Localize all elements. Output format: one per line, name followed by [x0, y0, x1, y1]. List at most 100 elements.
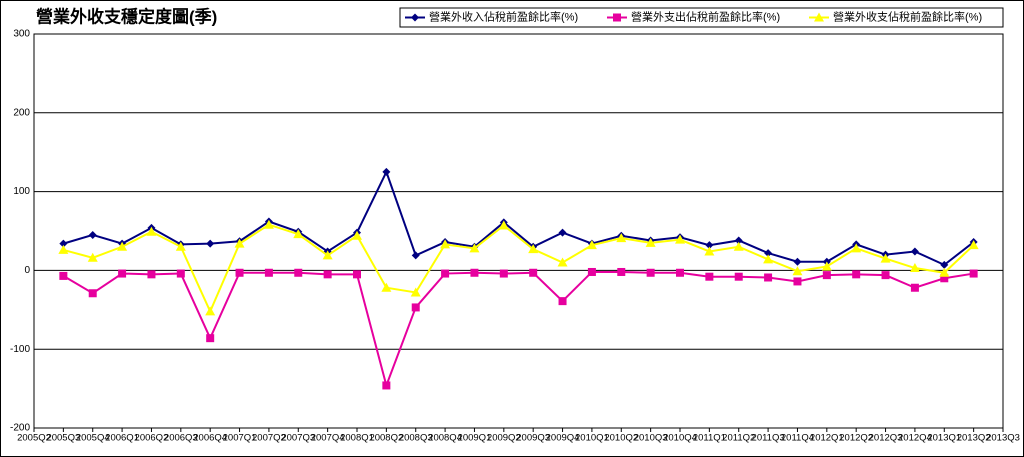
data-point — [59, 239, 68, 248]
data-point — [441, 269, 450, 278]
x-tick-label: 2005Q2 — [17, 433, 51, 444]
legend-marker — [814, 12, 824, 22]
data-point — [705, 272, 714, 281]
x-tick-label: 2006Q3 — [164, 433, 198, 444]
data-point — [705, 241, 714, 250]
chart-title: 營業外收支穩定度圖(季) — [36, 6, 217, 26]
data-point — [764, 273, 773, 282]
x-tick-label: 2009Q1 — [458, 433, 492, 444]
x-tick-label: 2011Q2 — [722, 433, 755, 444]
x-tick-label: 2011Q3 — [752, 433, 785, 444]
x-tick-label: 2007Q4 — [311, 433, 345, 444]
data-point — [206, 334, 215, 343]
data-point — [704, 246, 715, 256]
data-point — [118, 269, 127, 278]
x-tick-label: 2008Q1 — [340, 433, 374, 444]
data-point — [793, 257, 802, 266]
data-point — [88, 289, 97, 298]
x-tick-label: 2012Q2 — [839, 433, 873, 444]
data-point — [88, 230, 97, 239]
x-tick-label: 2006Q1 — [105, 433, 139, 444]
data-point — [940, 260, 949, 269]
data-point — [733, 241, 744, 251]
data-point — [411, 303, 420, 312]
y-tick-label: 300 — [13, 29, 30, 40]
data-point — [939, 267, 950, 277]
data-point — [734, 272, 743, 281]
x-tick-label: 2013Q2 — [957, 433, 991, 444]
data-point — [293, 229, 304, 239]
data-point — [675, 234, 685, 244]
data-point — [586, 240, 597, 250]
x-tick-label: 2010Q3 — [634, 433, 668, 444]
data-point — [558, 228, 567, 237]
x-tick-label: 2010Q1 — [575, 433, 609, 444]
data-point — [353, 270, 361, 279]
data-point — [440, 239, 451, 249]
y-tick-label: 0 — [24, 265, 30, 276]
y-tick-label: -100 — [10, 344, 30, 355]
y-tick-label: 200 — [13, 107, 30, 118]
data-point — [470, 268, 479, 277]
data-point — [617, 267, 626, 276]
data-point — [940, 274, 949, 283]
x-tick-label: 2011Q4 — [781, 433, 814, 444]
data-point — [146, 226, 157, 236]
data-point — [322, 250, 333, 260]
series-line — [62, 270, 974, 389]
legend-label: 營業外收支佔稅前盈餘比率(%) — [833, 9, 982, 23]
data-point — [646, 268, 655, 277]
y-tick-label: 100 — [13, 186, 30, 197]
data-point — [852, 270, 861, 279]
data-point — [205, 306, 216, 316]
x-tick-label: 2009Q3 — [516, 433, 550, 444]
data-point — [764, 249, 773, 258]
data-point — [763, 254, 774, 264]
x-tick-label: 2013Q1 — [927, 433, 961, 444]
data-point — [821, 261, 832, 271]
x-tick-label: 2006Q4 — [193, 433, 227, 444]
data-point — [851, 243, 862, 253]
data-point — [793, 277, 802, 286]
data-point — [881, 271, 890, 280]
legend-label: 營業外支出佔稅前盈餘比率(%) — [631, 9, 780, 23]
data-point — [176, 269, 185, 278]
data-point — [382, 167, 391, 176]
data-point — [910, 283, 919, 292]
legend-marker — [411, 13, 419, 22]
y-tick-label: -200 — [10, 423, 30, 434]
data-point — [381, 282, 392, 292]
x-tick-label: 2007Q2 — [252, 433, 286, 444]
data-point — [969, 269, 978, 278]
data-point — [323, 270, 332, 279]
data-point — [382, 381, 391, 390]
x-tick-label: 2008Q2 — [369, 433, 403, 444]
legend — [399, 7, 1004, 28]
x-tick-label: 2013Q3 — [986, 433, 1020, 444]
data-point — [676, 268, 684, 277]
x-tick-label: 2009Q4 — [546, 433, 580, 444]
data-point — [968, 240, 979, 250]
data-point — [58, 244, 69, 254]
data-point — [528, 244, 539, 254]
x-tick-label: 2012Q4 — [898, 433, 932, 444]
data-point — [499, 269, 508, 278]
legend-label: 營業外收入佔稅前盈餘比率(%) — [429, 9, 578, 23]
data-point — [909, 263, 920, 273]
x-tick-label: 2007Q3 — [281, 433, 315, 444]
series-line — [63, 223, 975, 314]
data-point — [557, 257, 568, 267]
data-point — [264, 268, 273, 277]
plot-area — [33, 33, 1004, 429]
x-tick-label: 2009Q2 — [487, 433, 521, 444]
x-tick-label: 2012Q3 — [869, 433, 903, 444]
data-point — [410, 287, 421, 297]
data-point — [558, 297, 567, 306]
data-point — [117, 241, 128, 251]
x-tick-label: 2008Q4 — [428, 433, 462, 444]
data-point — [294, 268, 303, 277]
x-tick-label: 2008Q3 — [399, 433, 433, 444]
data-point — [147, 270, 156, 279]
data-point — [645, 237, 656, 247]
legend-marker — [613, 13, 621, 22]
